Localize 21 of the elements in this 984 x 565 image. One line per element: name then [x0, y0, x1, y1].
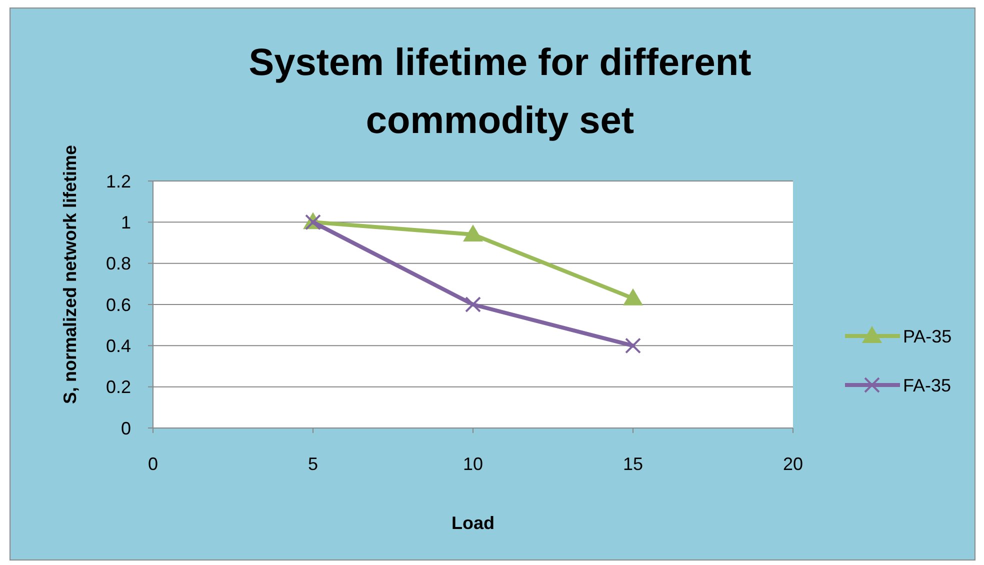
y-tick-label: 0.2: [106, 377, 131, 398]
y-tick-label: 1: [120, 212, 131, 232]
chart-title: System lifetime for different commodity set: [248, 42, 752, 142]
x-tick-label: 5: [308, 454, 318, 474]
x-tick-label: 20: [782, 454, 804, 474]
legend-label: FA-35: [903, 375, 952, 396]
point: [463, 224, 483, 242]
y-axis-title: S, normalized network lifetime: [60, 144, 80, 404]
x-axis-title: Load: [452, 513, 494, 533]
y-tick-label: 0: [120, 418, 131, 438]
y-tick-label: 1.2: [106, 171, 131, 192]
point: [625, 338, 641, 354]
point: [623, 288, 643, 306]
y-tick-label: 0.8: [106, 254, 131, 274]
y-tick-label: 0.4: [106, 336, 131, 356]
y-tick-label: 0.6: [106, 294, 131, 315]
legend-label: PA-35: [903, 326, 952, 346]
x-tick-label: 10: [462, 454, 484, 474]
x-tick-label: 15: [622, 454, 644, 474]
point: [465, 296, 481, 312]
x-tick-label: 0: [148, 454, 158, 474]
